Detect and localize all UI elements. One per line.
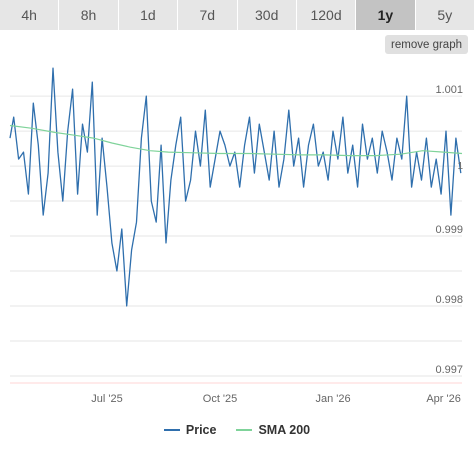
tab-4h[interactable]: 4h xyxy=(0,0,60,30)
price-line xyxy=(9,67,462,307)
y-tick-label: 0.997 xyxy=(435,364,463,376)
tab-5y[interactable]: 5y xyxy=(415,0,474,30)
tab-8h[interactable]: 8h xyxy=(59,0,119,30)
tab-120d[interactable]: 120d xyxy=(296,0,357,30)
y-tick-label: 1.001 xyxy=(435,84,463,96)
x-tick-label: Oct '25 xyxy=(203,393,238,405)
tab-7d[interactable]: 7d xyxy=(178,0,238,30)
x-tick-label: Jan '26 xyxy=(315,393,350,405)
chart-legend: Price SMA 200 xyxy=(0,420,474,440)
y-tick-label: 0.998 xyxy=(435,294,463,306)
legend-label-sma: SMA 200 xyxy=(258,423,311,437)
timeframe-tabs: 4h 8h 1d 7d 30d 120d 1y 5y xyxy=(0,0,474,30)
current-value-label: 1 xyxy=(457,161,463,172)
legend-label-price: Price xyxy=(185,423,217,437)
y-tick-label: 0.999 xyxy=(435,224,463,236)
legend-swatch-sma xyxy=(236,429,253,431)
legend-swatch-price xyxy=(163,429,180,431)
tab-30d[interactable]: 30d xyxy=(237,0,297,30)
legend-item-price[interactable]: Price xyxy=(163,423,217,437)
sma-200-line xyxy=(9,124,463,157)
x-tick-label: Jul '25 xyxy=(91,393,122,405)
tab-1d[interactable]: 1d xyxy=(118,0,179,30)
remove-graph-button[interactable]: remove graph xyxy=(385,35,468,54)
legend-item-sma[interactable]: SMA 200 xyxy=(236,423,310,437)
x-tick-label: Apr '26 xyxy=(426,393,461,405)
tab-1y[interactable]: 1y xyxy=(356,0,416,30)
